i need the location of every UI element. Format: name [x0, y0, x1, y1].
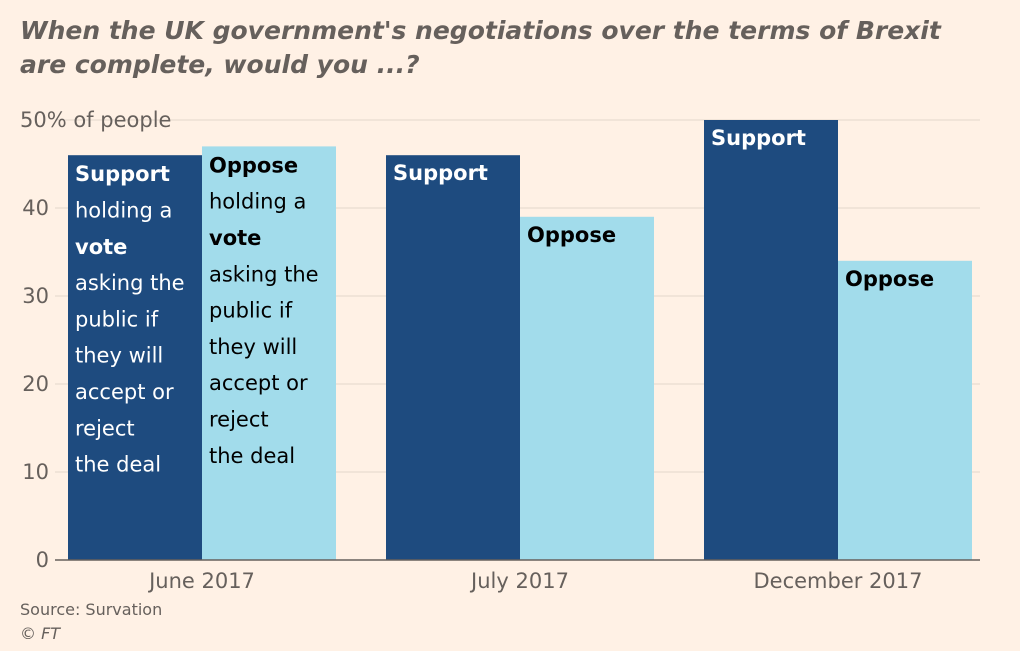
bar-annotation-line: holding a [209, 190, 306, 214]
bar-label: Support [711, 126, 806, 150]
y-axis-label: 50% of people [20, 108, 171, 132]
bar-annotation-line: holding a [75, 199, 172, 223]
bar-annotation-line: vote [75, 235, 127, 259]
y-tick-label: 30 [22, 284, 49, 308]
bar-chart: 0 10 20 30 40 50% of people June 2017 July 2017… [20, 108, 980, 593]
bar-support [68, 155, 202, 560]
bar-annotation-line: reject [209, 408, 269, 432]
bar-oppose [520, 216, 654, 561]
y-tick-label: 0 [36, 548, 49, 572]
bar-annotation-line: reject [75, 416, 135, 440]
bar-annotation-line: vote [209, 226, 261, 250]
y-tick-label: 20 [22, 372, 49, 396]
bar-annotation-line: Oppose [209, 153, 298, 177]
bar-annotation-line: the deal [209, 444, 295, 468]
x-tick-label: June 2017 [147, 569, 255, 593]
bar-annotation-line: accept or [209, 371, 308, 395]
bar-annotation-line: accept or [75, 380, 174, 404]
bar-annotation-line: the deal [75, 453, 161, 477]
bar-annotation-line: they will [209, 335, 297, 359]
bar-annotation-line: asking the [75, 271, 185, 295]
chart-title: When the UK government's negotiations ov… [20, 14, 980, 82]
source-note: Source: Survation [20, 600, 163, 619]
bar-annotation-line: Support [75, 162, 170, 186]
y-tick-label: 10 [22, 460, 49, 484]
bar-annotation-line: public if [209, 299, 293, 323]
copyright-note: © FT [20, 624, 61, 643]
bar-label: Support [393, 161, 488, 185]
title-line-1: When the UK government's negotiations ov… [20, 16, 941, 45]
bar-annotation-line: they will [75, 344, 163, 368]
bar-label: Oppose [527, 223, 616, 247]
bar-annotation-line: public if [75, 307, 159, 331]
y-tick-label: 40 [22, 196, 49, 220]
bar-annotation-line: asking the [209, 262, 319, 286]
title-line-2: are complete, would you ...? [20, 50, 420, 79]
bar-support [704, 120, 838, 560]
bar-label: Oppose [845, 267, 934, 291]
bar-support [386, 155, 520, 560]
bar-oppose [202, 146, 336, 560]
bar-oppose [838, 260, 972, 560]
x-tick-label: December 2017 [753, 569, 922, 593]
x-tick-label: July 2017 [469, 569, 569, 593]
